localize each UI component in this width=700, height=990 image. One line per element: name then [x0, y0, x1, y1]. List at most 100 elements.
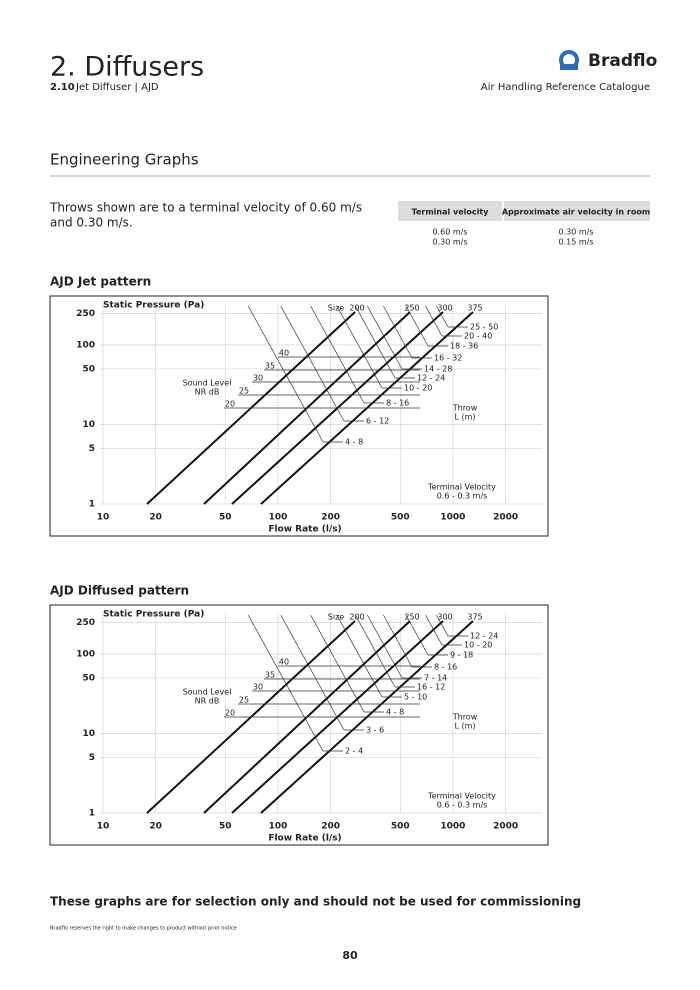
intro-line: Throws shown are to a terminal velocity …: [49, 201, 362, 215]
y-tick-label: 5: [89, 753, 95, 763]
throw-line: [383, 305, 413, 359]
velocity-note: 0.6 - 0.3 m/s: [437, 801, 488, 810]
x-tick-label: 10: [97, 513, 110, 523]
throw-value: 20 - 40: [464, 332, 492, 341]
throw-value: 18 - 36: [450, 342, 478, 351]
throw-line: [405, 614, 429, 656]
y-tick-label: 5: [89, 444, 95, 454]
x-tick-label: 50: [219, 822, 232, 832]
throw-value: 4 - 8: [345, 438, 363, 447]
brand: Bradflo: [588, 51, 657, 71]
size-value: 200: [349, 613, 364, 622]
x-axis-label: Flow Rate (l/s): [268, 525, 341, 535]
table-cell: 0.15 m/s: [558, 238, 593, 247]
nr-label: Sound Level: [183, 379, 232, 388]
nr-level: 40: [279, 349, 289, 358]
throw-line: [310, 305, 365, 404]
throw-line: [367, 614, 403, 679]
throw-value: 12 - 24: [470, 632, 498, 641]
disclaimer: Bradflo reserves the right to make chang…: [50, 926, 237, 932]
y-tick-label: 1: [89, 500, 95, 510]
x-axis-label: Flow Rate (l/s): [268, 834, 341, 844]
x-tick-label: 1000: [440, 513, 465, 523]
y-tick-label: 10: [82, 420, 95, 430]
nr-level: 40: [279, 658, 289, 667]
throw-line: [436, 305, 449, 328]
throw-value: 7 - 14: [424, 674, 447, 683]
throw-value: 16 - 32: [434, 354, 462, 363]
x-tick-label: 2000: [493, 513, 518, 523]
logo: Bradflo: [559, 50, 657, 71]
throw-line: [336, 305, 383, 389]
table-cell: 0.30 m/s: [432, 238, 467, 247]
x-tick-label: 1000: [440, 822, 465, 832]
catalogue-name: Air Handling Reference Catalogue: [481, 82, 650, 93]
y-tick-label: 250: [76, 618, 95, 628]
nr-level: 25: [239, 696, 249, 705]
throw-line: [367, 305, 403, 370]
throw-value: 9 - 18: [450, 651, 473, 660]
throw-line: [425, 305, 443, 337]
section-number: 2.10: [50, 82, 75, 93]
throw-value: 6 - 12: [366, 417, 389, 426]
table-header: Approximate air velocity in room: [502, 208, 650, 217]
table-cell: 0.60 m/s: [432, 228, 467, 237]
throw-value: 12 - 24: [417, 374, 445, 383]
section-text: Jet Diffuser | AJD: [75, 82, 159, 93]
throw-value: 8 - 16: [386, 399, 409, 408]
nr-label: NR dB: [195, 697, 220, 706]
throw-line: [336, 614, 383, 698]
throw-label: Throw: [452, 404, 478, 413]
y-axis-label: Static Pressure (Pa): [103, 610, 204, 620]
nr-level: 30: [253, 683, 263, 692]
throw-label: L (m): [454, 413, 475, 422]
section-heading: Engineering Graphs: [50, 151, 199, 169]
size-value: 250: [404, 613, 419, 622]
throw-line: [383, 614, 413, 668]
throw-label: L (m): [454, 722, 475, 731]
throw-line: [280, 614, 345, 731]
throw-line: [355, 305, 396, 379]
throw-value: 14 - 28: [424, 365, 452, 374]
throw-value: 2 - 4: [345, 747, 363, 756]
size-value: 375: [467, 613, 482, 622]
graph-heading: AJD Jet pattern: [50, 275, 151, 289]
throw-value: 10 - 20: [464, 641, 492, 650]
throw-line: [425, 614, 443, 646]
y-tick-label: 250: [76, 309, 95, 319]
size-value: 300: [437, 304, 452, 313]
x-tick-label: 100: [269, 513, 288, 523]
x-tick-label: 20: [149, 513, 162, 523]
x-tick-label: 10: [97, 822, 110, 832]
throw-line: [355, 614, 396, 688]
table-header: Terminal velocity: [412, 208, 490, 217]
table-header-bg: [398, 201, 650, 221]
throw-line: [405, 305, 429, 347]
nr-level: 35: [265, 362, 275, 371]
size-label: Size: [328, 304, 345, 313]
y-tick-label: 50: [82, 364, 95, 374]
velocity-note: Terminal Velocity: [427, 483, 496, 492]
x-tick-label: 500: [391, 513, 410, 523]
table-cell: 0.30 m/s: [558, 228, 593, 237]
velocity-note: Terminal Velocity: [427, 792, 496, 801]
size-value: 300: [437, 613, 452, 622]
y-tick-label: 100: [76, 650, 95, 660]
throw-label: Throw: [452, 713, 478, 722]
throw-value: 16 - 12: [417, 683, 445, 692]
size-value: 250: [404, 304, 419, 313]
x-tick-label: 2000: [493, 822, 518, 832]
page-title: 2. Diffusers: [50, 52, 204, 83]
size-value: 375: [467, 304, 482, 313]
y-axis-label: Static Pressure (Pa): [103, 301, 204, 311]
throw-value: 25 - 50: [470, 323, 498, 332]
graph-heading: AJD Diffused pattern: [50, 584, 189, 598]
x-tick-label: 200: [321, 822, 340, 832]
x-tick-label: 200: [321, 513, 340, 523]
throw-line: [247, 614, 324, 752]
logo-icon-base: [560, 64, 578, 70]
throw-value: 8 - 16: [434, 663, 457, 672]
x-tick-label: 20: [149, 822, 162, 832]
